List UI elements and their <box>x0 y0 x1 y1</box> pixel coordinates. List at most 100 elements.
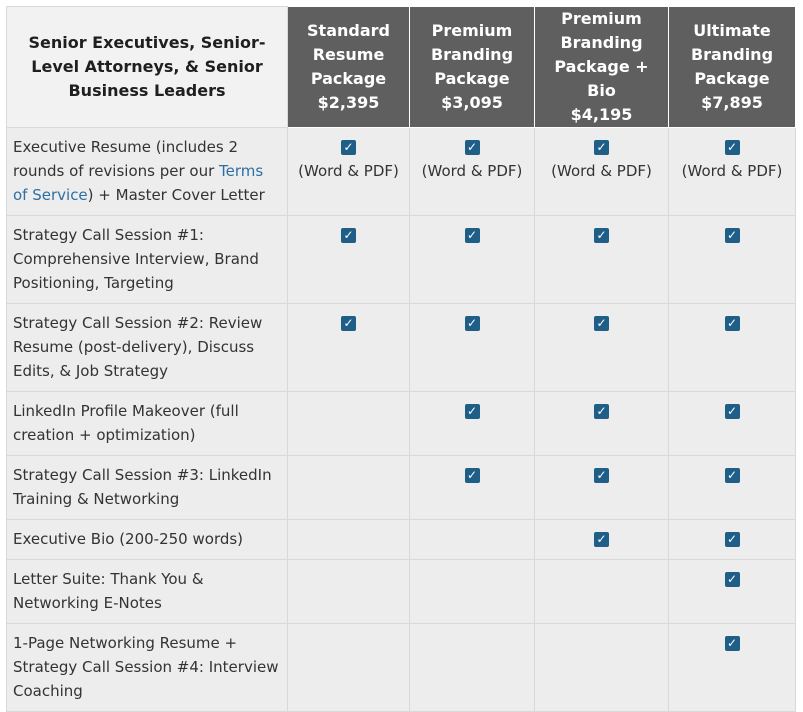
checkbox-checked-icon: ✓ <box>724 140 740 155</box>
plan-cell <box>287 455 410 520</box>
table-row: Executive Resume (includes 2 rounds of r… <box>6 127 796 216</box>
plan-cell <box>534 623 669 712</box>
checkbox-checked-icon: ✓ <box>724 572 740 587</box>
feature-label: Executive Resume (includes 2 rounds of r… <box>6 127 288 216</box>
table-row: Strategy Call Session #3: LinkedIn Train… <box>6 455 796 520</box>
table-row: 1-Page Networking Resume + Strategy Call… <box>6 623 796 712</box>
checkbox-checked-icon: ✓ <box>464 468 480 483</box>
format-note: (Word & PDF) <box>681 162 783 180</box>
plan-name-line: Premium <box>561 9 642 28</box>
checkbox-checked-icon: ✓ <box>594 228 609 243</box>
feature-label: LinkedIn Profile Makeover (full creation… <box>6 391 288 456</box>
checkbox-checked-icon: ✓ <box>464 140 480 155</box>
plan-cell: ✓ <box>287 215 410 304</box>
feature-label: Executive Bio (200-250 words) <box>6 519 288 560</box>
checkbox-checked-icon: ✓ <box>341 140 356 155</box>
plan-cell <box>287 519 410 560</box>
audience-heading: Senior Executives, Senior-Level Attorney… <box>6 6 288 128</box>
plan-cell: ✓ <box>668 455 796 520</box>
plan-name-line: Standard <box>307 21 390 40</box>
checkbox-checked-icon: ✓ <box>724 316 740 331</box>
plan-cell <box>287 623 410 712</box>
feature-label: 1-Page Networking Resume + Strategy Call… <box>6 623 288 712</box>
checkbox-checked-icon: ✓ <box>724 404 740 419</box>
plan-name-line: Premium <box>431 21 513 40</box>
checkbox-checked-icon: ✓ <box>594 404 609 419</box>
plan-price: $4,195 <box>570 105 633 124</box>
plan-name-line: Package + Bio <box>554 57 649 100</box>
plan-cell: ✓ <box>668 519 796 560</box>
checkbox-checked-icon: ✓ <box>594 532 609 547</box>
plan-name-line: Package <box>694 69 770 88</box>
plan-cell: ✓ <box>409 391 535 456</box>
checkbox-checked-icon: ✓ <box>464 316 480 331</box>
plan-premium-branding-bio: Premium Branding Package + Bio $4,195 <box>534 6 669 128</box>
table-row: Letter Suite: Thank You & Networking E-N… <box>6 559 796 624</box>
checkbox-checked-icon: ✓ <box>724 636 740 651</box>
format-note: (Word & PDF) <box>421 162 523 180</box>
table-row: Strategy Call Session #2: Review Resume … <box>6 303 796 392</box>
feature-text: ) + Master Cover Letter <box>87 186 265 204</box>
plan-cell: ✓ <box>409 303 535 392</box>
pricing-table: Senior Executives, Senior-Level Attorney… <box>6 6 796 712</box>
feature-label: Strategy Call Session #2: Review Resume … <box>6 303 288 392</box>
plan-price: $7,895 <box>701 93 763 112</box>
checkbox-checked-icon: ✓ <box>724 532 740 547</box>
checkbox-checked-icon: ✓ <box>464 404 480 419</box>
plan-cell: ✓ <box>668 391 796 456</box>
checkbox-checked-icon: ✓ <box>341 228 356 243</box>
plan-cell: ✓ <box>668 623 796 712</box>
plan-cell: ✓ <box>534 519 669 560</box>
plan-cell <box>409 559 535 624</box>
plan-ultimate-branding: Ultimate Branding Package $7,895 <box>668 6 796 128</box>
plan-cell <box>409 623 535 712</box>
plan-standard-resume: Standard Resume Package $2,395 <box>287 6 410 128</box>
checkbox-checked-icon: ✓ <box>341 316 356 331</box>
feature-label: Strategy Call Session #3: LinkedIn Train… <box>6 455 288 520</box>
plan-premium-branding: Premium Branding Package $3,095 <box>409 6 535 128</box>
plan-cell: ✓ (Word & PDF) <box>287 127 410 216</box>
feature-label: Letter Suite: Thank You & Networking E-N… <box>6 559 288 624</box>
plan-name-line: Branding <box>560 33 643 52</box>
plan-cell <box>287 391 410 456</box>
terms-of-service-link[interactable]: Terms of Service <box>13 162 264 204</box>
plan-price: $2,395 <box>317 93 380 112</box>
plan-cell: ✓ <box>534 455 669 520</box>
plan-name-line: Branding <box>690 45 774 64</box>
format-note: (Word & PDF) <box>298 162 399 180</box>
plan-name-line: Resume <box>312 45 385 64</box>
plan-cell: ✓ <box>534 303 669 392</box>
plan-cell: ✓ (Word & PDF) <box>668 127 796 216</box>
plan-cell: ✓ <box>409 215 535 304</box>
checkbox-checked-icon: ✓ <box>724 228 740 243</box>
plan-cell: ✓ <box>668 559 796 624</box>
plan-cell: ✓ <box>534 391 669 456</box>
plan-cell <box>409 519 535 560</box>
header-row: Senior Executives, Senior-Level Attorney… <box>6 6 796 128</box>
plan-cell <box>534 559 669 624</box>
plan-cell: ✓ (Word & PDF) <box>409 127 535 216</box>
plan-cell: ✓ <box>287 303 410 392</box>
table-row: LinkedIn Profile Makeover (full creation… <box>6 391 796 456</box>
plan-cell: ✓ <box>534 215 669 304</box>
feature-rows: Executive Resume (includes 2 rounds of r… <box>6 127 796 712</box>
checkbox-checked-icon: ✓ <box>724 468 740 483</box>
checkbox-checked-icon: ✓ <box>594 468 609 483</box>
plan-cell: ✓ <box>409 455 535 520</box>
plan-name-line: Ultimate <box>693 21 771 40</box>
checkbox-checked-icon: ✓ <box>594 316 609 331</box>
feature-text: Executive Resume (includes 2 rounds of r… <box>13 138 239 180</box>
plan-price: $3,095 <box>441 93 503 112</box>
plan-name-line: Package <box>310 69 387 88</box>
plan-cell <box>287 559 410 624</box>
checkbox-checked-icon: ✓ <box>464 228 480 243</box>
table-row: Executive Bio (200-250 words) ✓ ✓ <box>6 519 796 560</box>
format-note: (Word & PDF) <box>551 162 652 180</box>
plan-name-line: Branding <box>430 45 514 64</box>
plan-cell: ✓ <box>668 215 796 304</box>
feature-label: Strategy Call Session #1: Comprehensive … <box>6 215 288 304</box>
table-row: Strategy Call Session #1: Comprehensive … <box>6 215 796 304</box>
plan-cell: ✓ <box>668 303 796 392</box>
plan-cell: ✓ (Word & PDF) <box>534 127 669 216</box>
checkbox-checked-icon: ✓ <box>594 140 609 155</box>
